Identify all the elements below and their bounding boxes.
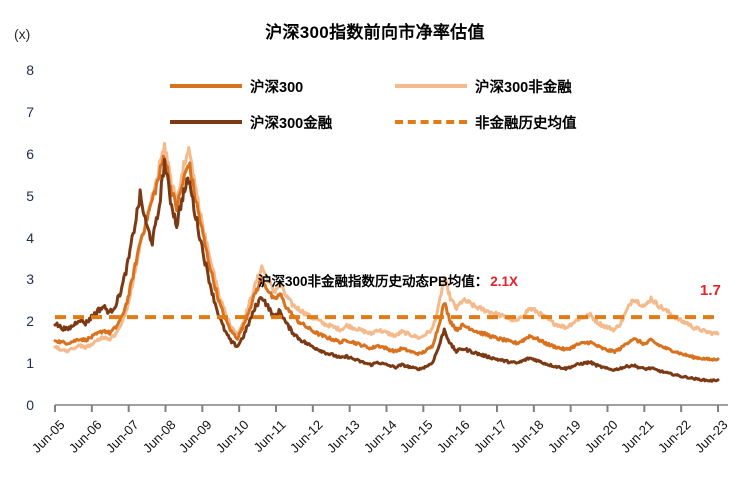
legend-item-hs300-financial[interactable]: 沪深300金融 <box>170 112 395 133</box>
legend-swatch-hs300-financial <box>170 120 242 124</box>
y-tick-label: 4 <box>26 229 34 246</box>
y-axis: 0 1 2 3 4 5 6 7 8 <box>0 0 46 479</box>
y-tick-label: 7 <box>26 103 34 120</box>
legend-item-nonfinancial-historical-mean[interactable]: 非金融历史均值 <box>395 112 620 133</box>
legend-item-hs300[interactable]: 沪深300 <box>170 76 395 97</box>
y-tick-label: 5 <box>26 187 34 204</box>
y-tick-label: 2 <box>26 313 34 330</box>
legend-swatch-nonfinancial-historical-mean <box>395 120 467 124</box>
y-tick-label: 1 <box>26 355 34 372</box>
legend-swatch-hs300-nonfinancial <box>395 84 467 88</box>
series-line-financial <box>53 157 720 383</box>
legend-label-hs300-financial: 沪深300金融 <box>250 115 333 132</box>
legend-swatch-hs300 <box>170 84 242 88</box>
y-tick-label: 0 <box>26 397 34 413</box>
mean-annotation-value: 2.1X <box>490 274 519 289</box>
chart-title: 沪深300指数前向市净率估值 <box>265 23 485 42</box>
legend-label-hs300-nonfinancial: 沪深300非金融 <box>475 79 572 96</box>
y-tick-label: 6 <box>26 145 34 162</box>
end-value-label: 1.7 <box>700 282 721 299</box>
legend-item-hs300-nonfinancial[interactable]: 沪深300非金融 <box>395 76 620 97</box>
mean-annotation-text: 沪深300非金融指数历史动态PB均值： <box>258 274 489 289</box>
mean-annotation: 沪深300非金融指数历史动态PB均值： 2.1X <box>258 270 518 290</box>
y-axis-unit-label: (x) <box>14 26 31 42</box>
series-line-nonfinancial <box>53 141 720 354</box>
legend-label-nonfinancial-historical-mean: 非金融历史均值 <box>475 115 577 132</box>
legend-label-hs300: 沪深300 <box>250 79 304 96</box>
chart-legend: 沪深300 沪深300非金融 沪深300金融 非金融历史均值 <box>170 68 610 140</box>
y-tick-label: 3 <box>26 271 34 288</box>
y-tick-label: 8 <box>26 62 34 78</box>
